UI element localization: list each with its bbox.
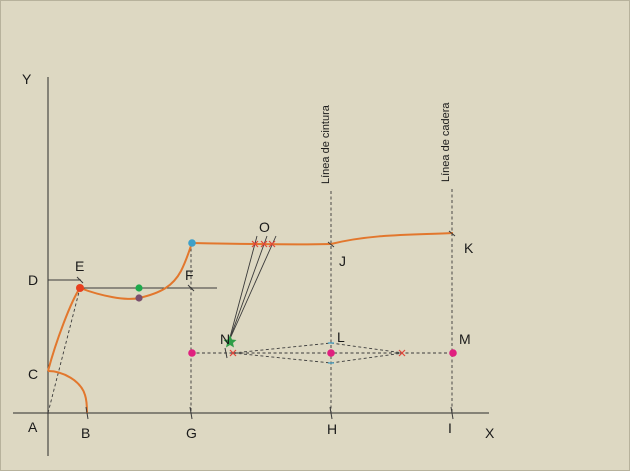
dart-edge-2 — [232, 352, 332, 364]
cross-mark-1 — [251, 240, 259, 248]
tick-g — [189, 406, 193, 420]
dart-edge-1 — [232, 342, 332, 354]
tick-i — [450, 406, 454, 420]
curve-j-k — [330, 232, 454, 245]
cross-mark-3 — [268, 240, 276, 248]
label-g: G — [186, 425, 197, 441]
label-k: K — [464, 240, 474, 256]
cross-mark-2 — [260, 240, 268, 248]
cross-mark-4 — [229, 349, 237, 357]
label-f: F — [185, 267, 194, 283]
label-h: H — [327, 421, 337, 437]
dart-line-1 — [228, 235, 258, 342]
dart-line-3 — [228, 235, 277, 342]
label-o: O — [259, 219, 270, 235]
marker-m-point — [449, 349, 457, 357]
dart-line-2 — [228, 235, 268, 342]
label-waist-line: Línea de cintura — [320, 104, 332, 184]
tick-k — [448, 230, 456, 237]
label-i: I — [448, 420, 452, 436]
marker-g-level-point — [188, 349, 196, 357]
label-n: N — [220, 331, 230, 347]
tick-n — [224, 347, 228, 359]
dart-edge-3 — [330, 342, 404, 354]
label-x: X — [485, 425, 495, 441]
tick-f — [187, 284, 195, 292]
a-e-diagonal — [47, 287, 81, 414]
marker-l-point — [327, 349, 335, 357]
label-d: D — [28, 272, 38, 288]
tick-e — [76, 276, 84, 284]
label-m: M — [459, 331, 471, 347]
marker-e-point — [76, 284, 84, 292]
dart-edge-4 — [330, 352, 404, 364]
cross-mark-5 — [398, 349, 406, 357]
star-n-marker — [223, 335, 237, 348]
tick-j — [327, 241, 335, 248]
curve-c-e — [47, 287, 81, 372]
tick-b — [85, 406, 89, 420]
label-a: A — [28, 419, 38, 435]
marker-top-point — [188, 239, 196, 247]
label-b: B — [81, 425, 90, 441]
label-j: J — [339, 253, 346, 269]
label-y: Y — [22, 71, 32, 87]
marker-green-point — [135, 284, 143, 292]
label-c: C — [28, 366, 38, 382]
label-l: L — [337, 329, 345, 345]
tick-h — [329, 406, 333, 420]
label-e: E — [75, 258, 84, 274]
curve-top-j — [191, 242, 332, 246]
label-hip-line: Línea de cadera — [440, 102, 452, 182]
curve-e-top — [79, 242, 193, 300]
curve-c-b — [47, 370, 88, 414]
marker-purple-point — [135, 294, 143, 302]
